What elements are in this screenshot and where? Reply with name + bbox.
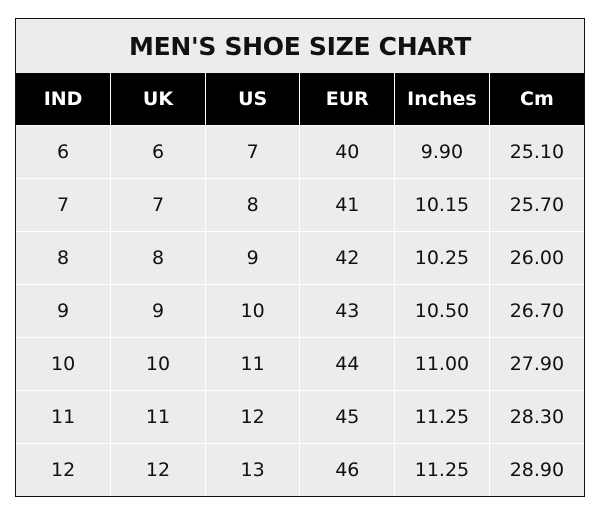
cell-cm: 26.00: [488, 231, 584, 285]
cell-ind: 9: [16, 284, 111, 338]
cell-uk: 10: [110, 337, 206, 391]
header-row: IND UK US EUR Inches Cm: [16, 73, 584, 126]
cell-inches: 11.25: [394, 443, 490, 496]
cell-ind: 10: [16, 337, 111, 391]
cell-uk: 8: [110, 231, 206, 285]
chart-title: MEN'S SHOE SIZE CHART: [16, 19, 584, 73]
column-header-ind: IND: [16, 73, 111, 126]
cell-eur: 46: [299, 443, 395, 496]
cell-uk: 9: [110, 284, 206, 338]
cell-inches: 11.25: [394, 390, 490, 444]
cell-eur: 44: [299, 337, 395, 391]
cell-uk: 6: [110, 125, 206, 179]
cell-inches: 10.25: [394, 231, 490, 285]
cell-cm: 28.90: [488, 443, 584, 496]
cell-us: 10: [204, 284, 300, 338]
cell-us: 9: [204, 231, 300, 285]
table-row: 10 10 11 44 11.00 27.90: [16, 337, 584, 391]
cell-inches: 11.00: [394, 337, 490, 391]
cell-cm: 25.10: [488, 125, 584, 179]
column-header-cm: Cm: [488, 73, 584, 126]
cell-eur: 41: [299, 178, 395, 232]
cell-uk: 12: [110, 443, 206, 496]
cell-inches: 10.15: [394, 178, 490, 232]
table-row: 8 8 9 42 10.25 26.00: [16, 231, 584, 285]
size-chart: MEN'S SHOE SIZE CHART IND UK US EUR Inches Cm…: [15, 18, 585, 497]
column-header-eur: EUR: [299, 73, 395, 126]
cell-inches: 9.90: [394, 125, 490, 179]
cell-inches: 10.50: [394, 284, 490, 338]
cell-eur: 42: [299, 231, 395, 285]
cell-us: 12: [204, 390, 300, 444]
cell-ind: 8: [16, 231, 111, 285]
column-header-uk: UK: [110, 73, 206, 126]
size-table: IND UK US EUR Inches Cm 6 6 7 40 9.90 25.10 7 7 8 41 10…: [16, 73, 584, 496]
cell-us: 11: [204, 337, 300, 391]
table-row: 12 12 13 46 11.25 28.90: [16, 443, 584, 496]
cell-ind: 6: [16, 125, 111, 179]
cell-us: 7: [204, 125, 300, 179]
cell-ind: 11: [16, 390, 111, 444]
column-header-inches: Inches: [394, 73, 490, 126]
table-row: 9 9 10 43 10.50 26.70: [16, 284, 584, 338]
cell-cm: 25.70: [488, 178, 584, 232]
column-header-us: US: [204, 73, 300, 126]
cell-ind: 7: [16, 178, 111, 232]
cell-cm: 27.90: [488, 337, 584, 391]
cell-eur: 40: [299, 125, 395, 179]
cell-uk: 11: [110, 390, 206, 444]
cell-eur: 45: [299, 390, 395, 444]
cell-cm: 28.30: [488, 390, 584, 444]
cell-us: 8: [204, 178, 300, 232]
cell-ind: 12: [16, 443, 111, 496]
table-row: 7 7 8 41 10.15 25.70: [16, 178, 584, 232]
cell-uk: 7: [110, 178, 206, 232]
cell-us: 13: [204, 443, 300, 496]
table-row: 6 6 7 40 9.90 25.10: [16, 125, 584, 179]
cell-eur: 43: [299, 284, 395, 338]
table-row: 11 11 12 45 11.25 28.30: [16, 390, 584, 444]
table-body: 6 6 7 40 9.90 25.10 7 7 8 41 10.15 25.70 8 8 9 42 10.25 2…: [16, 125, 584, 496]
cell-cm: 26.70: [488, 284, 584, 338]
